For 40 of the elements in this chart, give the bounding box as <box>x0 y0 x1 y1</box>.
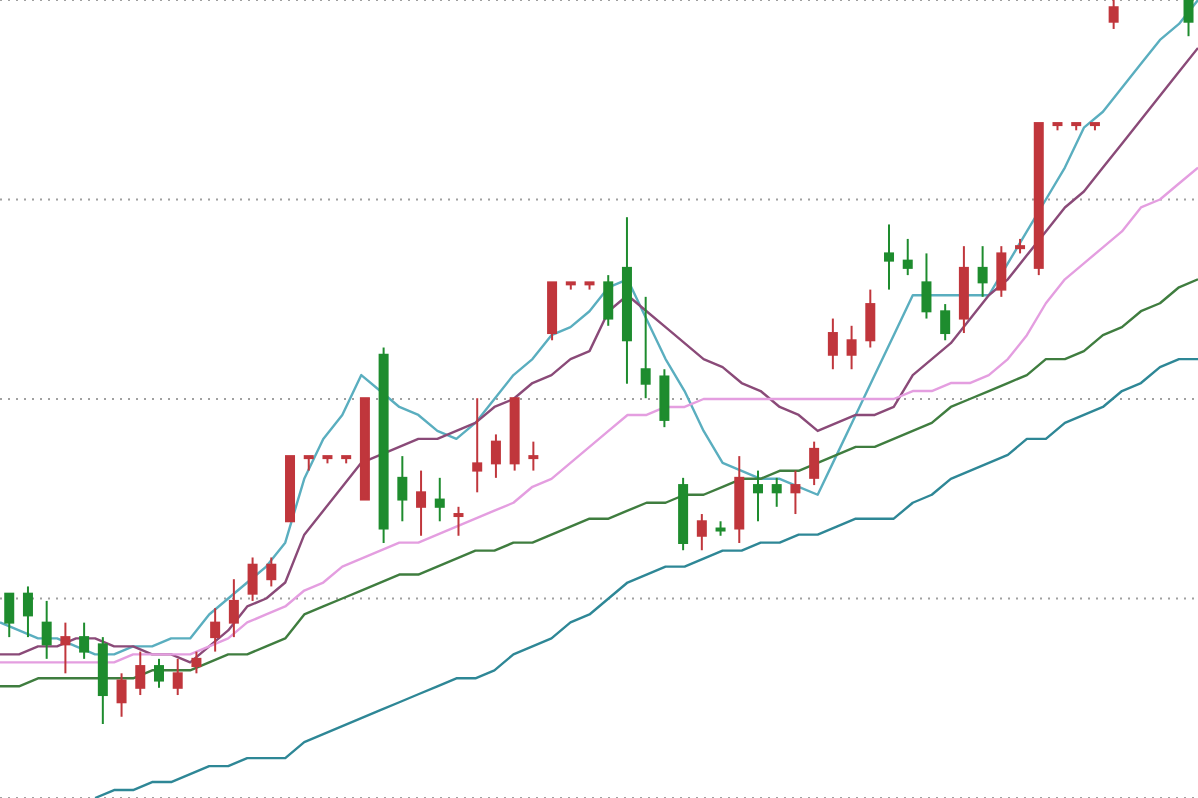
candlestick <box>696 513 707 552</box>
candlestick <box>977 245 988 298</box>
candlestick <box>1183 0 1194 38</box>
candlestick <box>79 621 90 660</box>
candlestick <box>921 252 932 320</box>
candlestick <box>153 657 164 689</box>
candlestick <box>41 599 52 660</box>
candlestick <box>865 288 876 349</box>
candlestick <box>116 672 127 718</box>
candlestick <box>60 621 71 675</box>
candlestick <box>603 274 614 327</box>
candlestick <box>453 505 464 537</box>
candlestick <box>228 578 239 639</box>
candlestick <box>902 237 913 277</box>
candlestick <box>416 469 427 537</box>
candlestick <box>827 317 838 371</box>
candlestick <box>191 650 202 675</box>
candlestick <box>659 368 670 429</box>
candlestick <box>172 657 183 697</box>
candlestick <box>135 650 146 697</box>
candlestick <box>996 245 1007 298</box>
candlestick <box>247 556 258 602</box>
candlestick <box>790 469 801 516</box>
candlestick <box>809 440 820 487</box>
candlestick <box>940 303 951 342</box>
candlestick <box>22 585 33 639</box>
candlestick <box>846 324 857 371</box>
candlestick <box>434 476 445 523</box>
candlestick <box>1108 0 1119 30</box>
candlestick <box>4 592 15 639</box>
candlestick <box>490 433 501 479</box>
candlestick <box>210 607 221 653</box>
candlestick <box>752 469 763 523</box>
candlestick <box>266 556 277 588</box>
candlestick <box>884 223 895 291</box>
candlestick <box>640 295 651 400</box>
candlestick <box>528 440 539 472</box>
candlestick <box>472 397 483 494</box>
candlestick <box>771 476 782 508</box>
candlestick <box>397 455 408 523</box>
